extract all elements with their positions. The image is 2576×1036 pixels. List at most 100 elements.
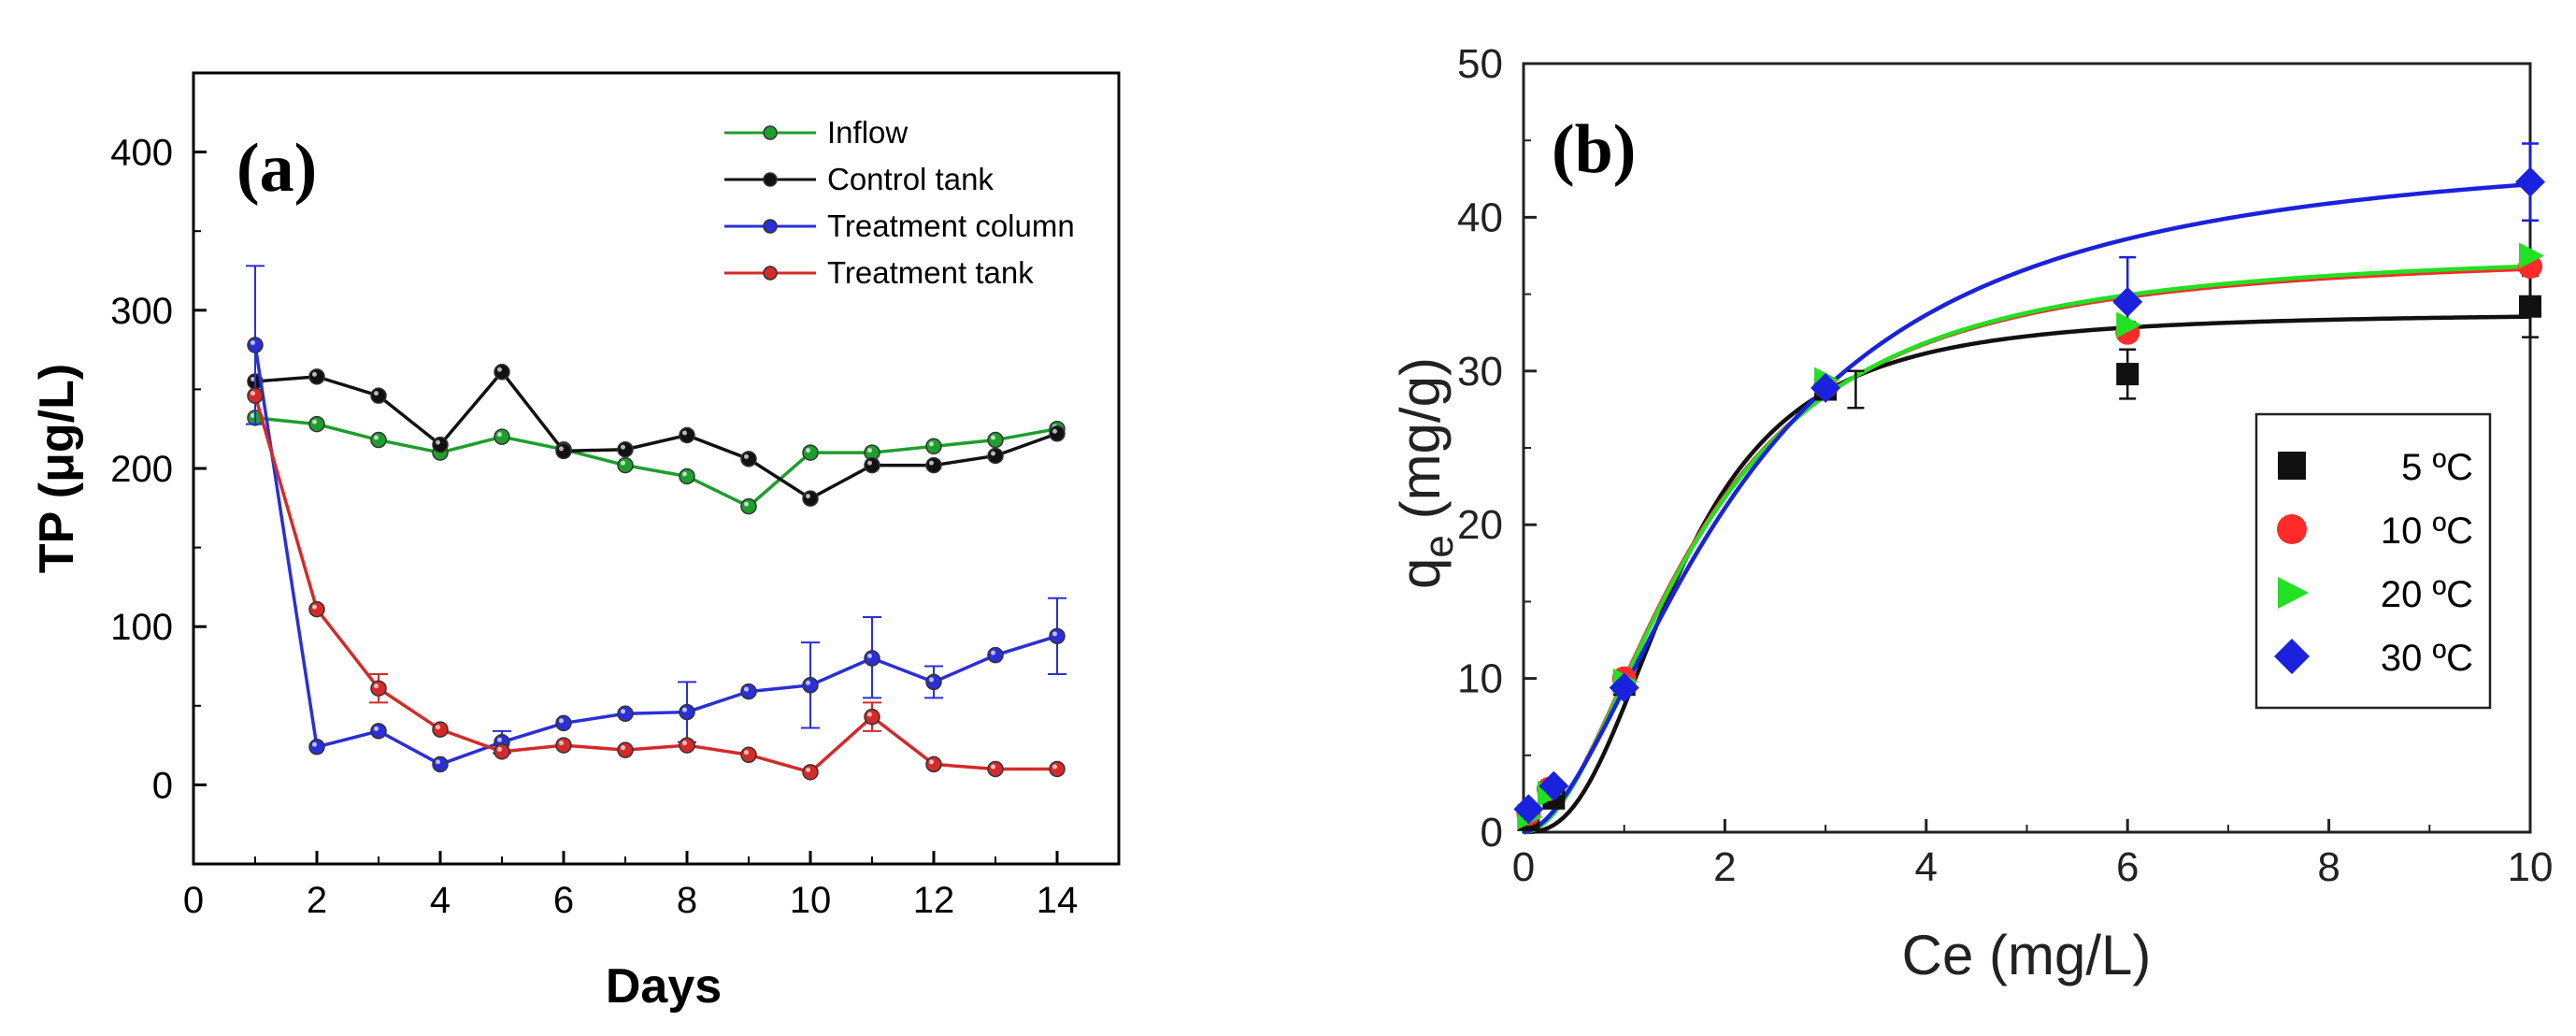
axes-a: 0 2 4 6 8 10 12 14 0 100 200 300 400 — [110, 133, 1078, 921]
point-highlight-treatment-tank — [374, 683, 379, 689]
point-20c — [2116, 311, 2142, 338]
legend-marker-treatment-column — [763, 219, 778, 234]
point-highlight-treatment-column — [806, 680, 810, 685]
point-treatment-tank — [1049, 760, 1066, 778]
point-treatment-column — [1049, 627, 1066, 645]
line-treatment-tank — [253, 395, 1057, 774]
point-treatment-column — [247, 337, 264, 353]
series-b — [1513, 142, 2545, 831]
point-inflow — [987, 431, 1004, 449]
point-highlight-control-tank — [436, 439, 440, 445]
y-tick-label-b: 0 — [1481, 810, 1503, 856]
legend-marker-20c — [2278, 577, 2309, 609]
x-tick-label-a: 6 — [553, 880, 574, 921]
legend-item-5c: 5 ºC — [2278, 447, 2473, 488]
point-inflow — [740, 497, 757, 515]
series-a — [246, 265, 1066, 781]
point-30c — [1609, 672, 1639, 703]
point-highlight-treatment-column — [312, 741, 317, 747]
x-tick-label-a: 10 — [790, 880, 832, 921]
y-tick-label-b: 20 — [1457, 502, 1503, 548]
point-treatment-tank — [617, 741, 634, 758]
x-tick-label-a: 12 — [913, 880, 955, 921]
line-treatment-column — [253, 344, 1058, 767]
point-control-tank — [864, 456, 880, 474]
svg-text:qe (mg/g): qe (mg/g) — [1389, 357, 1462, 589]
panel-b: 0 2 4 6 8 10 0 10 20 30 40 50 (b) 5 ºC 10 ºC 20 ºC 30 … — [1389, 41, 2553, 986]
point-treatment-tank — [987, 760, 1004, 778]
point-highlight-treatment-tank — [621, 745, 625, 751]
point-highlight-treatment-column — [867, 654, 872, 659]
point-highlight-inflow — [682, 471, 687, 477]
point-treatment-column — [555, 714, 572, 732]
point-highlight-control-tank — [497, 367, 502, 372]
point-highlight-treatment-tank — [929, 759, 934, 765]
y-tick-label-b: 50 — [1457, 41, 1503, 87]
point-control-tank — [617, 440, 634, 458]
point-highlight-inflow — [991, 435, 995, 440]
point-treatment-column — [802, 677, 819, 694]
point-treatment-tank — [864, 708, 880, 726]
point-highlight-treatment-tank — [436, 725, 440, 730]
point-highlight-treatment-tank — [497, 746, 502, 752]
point-highlight-treatment-column — [744, 686, 749, 692]
legend-marker-10c — [2277, 514, 2307, 544]
point-highlight-control-tank — [1052, 428, 1057, 434]
legend-marker-5c — [2278, 452, 2306, 480]
point-highlight-control-tank — [559, 446, 564, 452]
point-inflow — [925, 438, 942, 455]
point-highlight-treatment-column — [374, 726, 379, 731]
panel-a: 0 2 4 6 8 10 12 14 0 100 200 300 400 (a) Inflow Contr… — [30, 71, 1121, 1014]
legend-a: Inflow Control tank Treatment column Treatm… — [724, 115, 1075, 290]
point-control-tank — [1049, 425, 1066, 442]
point-highlight-inflow — [806, 448, 810, 453]
point-treatment-tank — [925, 755, 942, 773]
point-5c — [2519, 295, 2541, 318]
point-control-tank — [987, 447, 1004, 465]
legend-item-30c: 30 ºC — [2274, 638, 2473, 679]
point-treatment-tank — [432, 721, 449, 738]
fit-curves-b — [1523, 181, 2531, 835]
point-highlight-inflow — [374, 435, 379, 440]
point-30c — [1810, 372, 1841, 403]
point-inflow — [370, 431, 387, 449]
point-treatment-column — [432, 755, 449, 773]
point-highlight-treatment-tank — [312, 604, 317, 610]
point-highlight-treatment-tank — [250, 391, 255, 396]
point-treatment-tank — [740, 746, 757, 764]
x-tick-label-b: 10 — [2508, 844, 2554, 890]
point-highlight-treatment-column — [621, 709, 625, 714]
legend-item-10c: 10 ºC — [2277, 511, 2473, 552]
x-tick-label-a: 2 — [307, 880, 327, 921]
y-tick-label-a: 100 — [110, 607, 173, 648]
point-highlight-control-tank — [991, 451, 995, 456]
point-control-tank — [432, 436, 449, 453]
point-highlight-inflow — [867, 448, 872, 453]
series-treatment-column — [246, 265, 1066, 773]
line-control-tank — [254, 369, 1058, 501]
point-control-tank — [494, 364, 510, 381]
y-tick-label-b: 30 — [1457, 349, 1503, 395]
x-tick-label-a: 14 — [1037, 880, 1079, 921]
y-axis-title-main: q — [1389, 558, 1452, 589]
point-treatment-tank — [308, 600, 325, 618]
point-5c — [2116, 363, 2140, 386]
legend-item-20c: 20 ºC — [2278, 574, 2473, 615]
legend-label-treatment-tank: Treatment tank — [827, 255, 1034, 290]
legend-label-30c: 30 ºC — [2381, 638, 2473, 679]
legend-label-5c: 5 ºC — [2401, 447, 2473, 488]
y-tick-label-a: 400 — [110, 133, 173, 174]
point-highlight-control-tank — [682, 430, 687, 436]
fit-curve-30c — [1523, 181, 2531, 835]
fit-curve-20c — [1523, 264, 2531, 835]
point-highlight-treatment-column — [1052, 631, 1057, 637]
point-highlight-inflow — [744, 501, 749, 507]
point-control-tank — [740, 451, 757, 468]
point-highlight-treatment-tank — [682, 741, 687, 746]
x-tick-label-b: 4 — [1915, 844, 1938, 890]
point-highlight-treatment-column — [250, 340, 255, 346]
point-30c — [1538, 770, 1569, 801]
point-highlight-control-tank — [929, 460, 934, 466]
point-highlight-control-tank — [806, 494, 810, 499]
